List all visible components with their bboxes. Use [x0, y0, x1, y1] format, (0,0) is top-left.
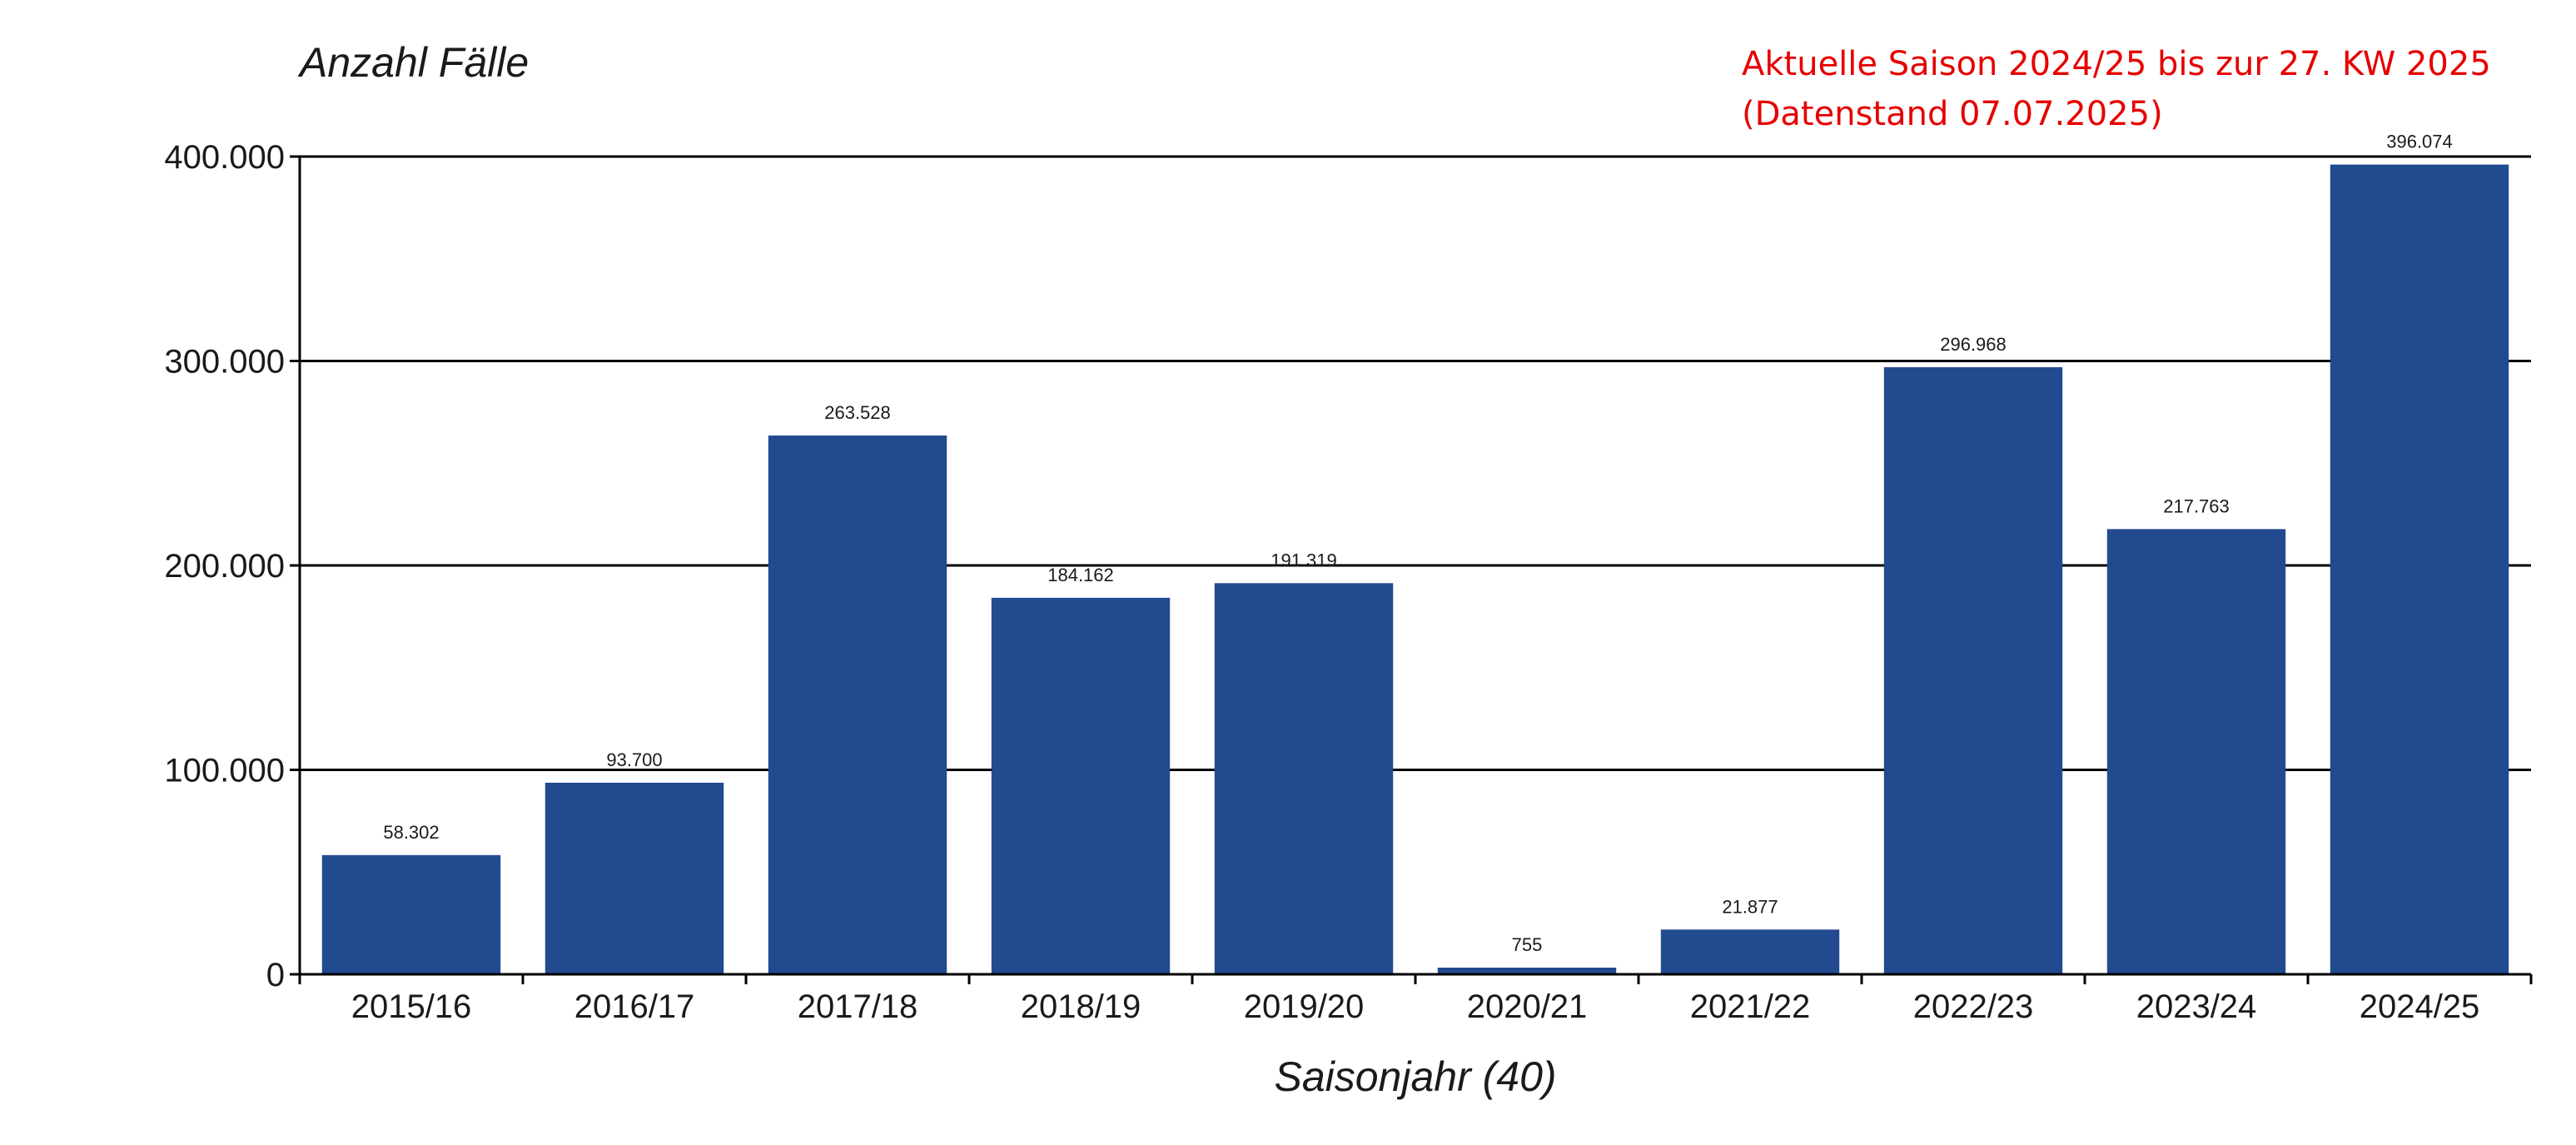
y-axis-title: Anzahl Fälle: [297, 39, 529, 86]
x-tick-label: 2018/19: [1021, 988, 1141, 1025]
x-tick-label: 2021/22: [1690, 988, 1811, 1025]
bar: [545, 782, 724, 974]
bar-value-label: 93.700: [606, 749, 662, 770]
y-tick-label: 200.000: [164, 548, 285, 585]
bar: [321, 854, 501, 974]
bar-value-label: 296.968: [1940, 334, 2007, 355]
y-tick-label: 400.000: [164, 139, 285, 176]
x-tick-label: 2016/17: [574, 988, 695, 1025]
x-tick-label: 2024/25: [2360, 988, 2480, 1025]
labels: 0 100.000 200.000 300.000 400.000 58.302 2015/…: [164, 132, 2479, 1025]
axes: [290, 155, 2533, 984]
bar-value-label: 396.074: [2386, 132, 2453, 152]
y-tick-label: 100.000: [164, 753, 285, 789]
x-tick-label: 2017/18: [798, 988, 918, 1025]
bars: [321, 164, 2509, 975]
bar-value-label: 755: [1512, 934, 1543, 955]
note-line-2: (Datenstand 07.07.2025): [1742, 95, 2163, 133]
bar: [1883, 366, 2063, 974]
x-tick-label: 2015/16: [351, 988, 472, 1025]
x-tick-label: 2019/20: [1244, 988, 1365, 1025]
y-tick-label: 300.000: [164, 344, 285, 381]
x-tick-label: 2020/21: [1467, 988, 1588, 1025]
bar-value-label: 21.877: [1722, 896, 1778, 917]
bar: [2106, 529, 2286, 974]
bar-value-label: 184.162: [1047, 565, 1114, 585]
x-tick-label: 2022/23: [1913, 988, 2034, 1025]
bar: [1214, 583, 1394, 974]
bar-value-label: 217.763: [2163, 495, 2230, 516]
note-line-1: Aktuelle Saison 2024/25 bis zur 27. KW 2…: [1742, 45, 2491, 83]
bar: [768, 436, 947, 974]
bar: [1660, 929, 1840, 974]
x-tick-label: 2023/24: [2136, 988, 2257, 1025]
bar-value-label: 191.319: [1271, 550, 1337, 570]
y-tick-label: 0: [266, 957, 285, 993]
x-axis-title: Saisonjahr (40): [1274, 1053, 1556, 1100]
bar-value-label: 263.528: [824, 402, 891, 423]
bar: [991, 597, 1171, 974]
bar: [1437, 968, 1617, 974]
bar-value-label: 58.302: [383, 822, 439, 843]
bar: [2330, 164, 2509, 975]
